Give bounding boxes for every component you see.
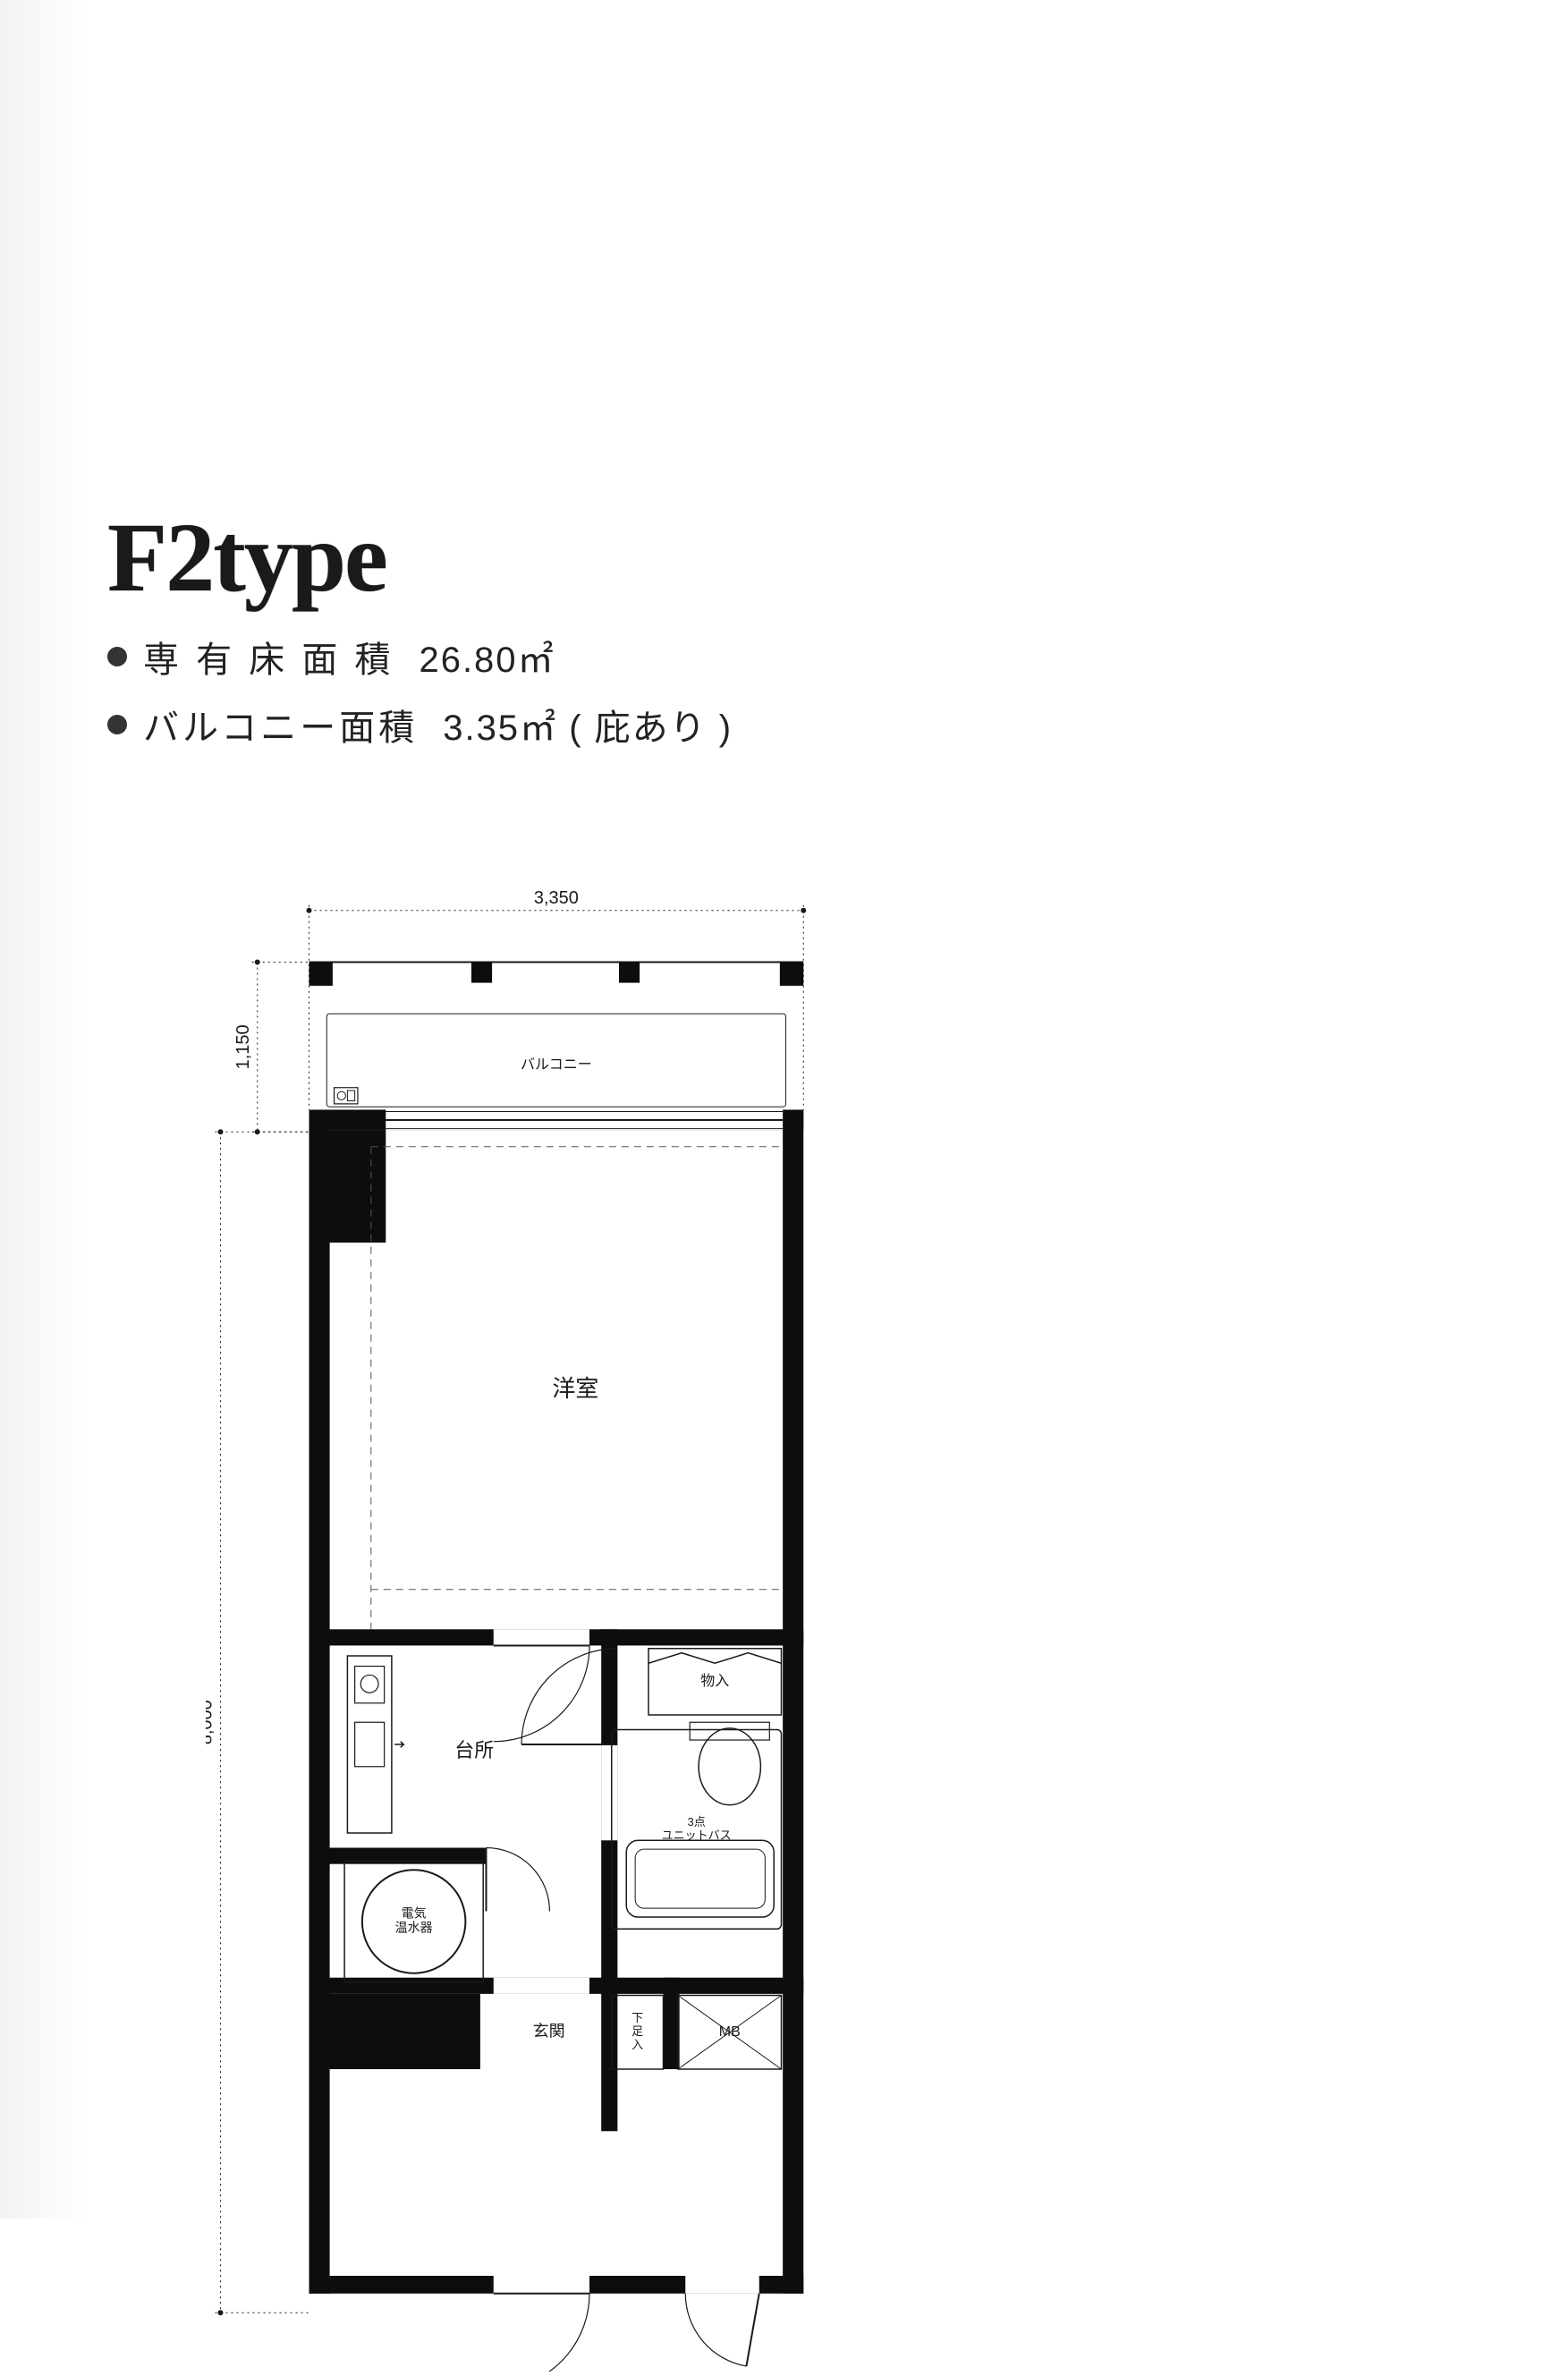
svg-text:温水器: 温水器	[395, 1921, 433, 1935]
svg-text:足: 足	[631, 2024, 643, 2038]
svg-text:バルコニー: バルコニー	[521, 1057, 592, 1073]
type-title: F2type	[107, 501, 733, 615]
svg-text:入: 入	[631, 2038, 643, 2051]
spec-suffix: ( 庇あり )	[569, 709, 733, 748]
spec-floor-area: 専 有 床 面 積 26.80㎡	[107, 631, 733, 683]
svg-text:3点: 3点	[688, 1815, 706, 1829]
svg-text:下: 下	[631, 2011, 643, 2024]
bullet-icon	[107, 647, 127, 666]
header-block: F2type 専 有 床 面 積 26.80㎡ バルコニー面積 3.35㎡ ( …	[107, 501, 733, 751]
bullet-icon	[107, 715, 127, 734]
svg-text:電気: 電気	[402, 1906, 427, 1921]
svg-text:洋室: 洋室	[552, 1375, 598, 1402]
svg-text:3,350: 3,350	[534, 888, 579, 908]
spec-label: バルコニー面積	[143, 699, 418, 751]
svg-text:玄関: 玄関	[533, 2023, 565, 2041]
scan-edge	[0, 0, 89, 2219]
svg-text:台所: 台所	[454, 1739, 494, 1761]
svg-text:ユニットバス: ユニットバス	[662, 1829, 732, 1842]
floorplan-svg: バルコニー洋室台所 物入 3点ユニットバス電気温水器玄関 下足入 MB 3,350 1,15…	[206, 859, 833, 2372]
spec-value: 3.35㎡ ( 庇あり )	[443, 699, 733, 751]
svg-text:1,150: 1,150	[233, 1024, 253, 1069]
spec-balcony-area: バルコニー面積 3.35㎡ ( 庇あり )	[107, 699, 733, 751]
floorplan: バルコニー洋室台所 物入 3点ユニットバス電気温水器玄関 下足入 MB 3,350 1,15…	[206, 859, 833, 2376]
svg-text:MB: MB	[719, 2024, 741, 2040]
spec-unit: ㎡	[518, 641, 555, 680]
spec-value: 26.80㎡	[419, 631, 555, 683]
svg-text:物入: 物入	[700, 1673, 729, 1689]
spec-label: 専 有 床 面 積	[143, 631, 394, 683]
spec-number: 3.35	[443, 709, 520, 748]
spec-number: 26.80	[419, 641, 517, 680]
spec-unit: ㎡	[520, 709, 557, 748]
svg-text:8,000: 8,000	[206, 1700, 216, 1744]
page: F2type 専 有 床 面 積 26.80㎡ バルコニー面積 3.35㎡ ( …	[0, 0, 1568, 2219]
